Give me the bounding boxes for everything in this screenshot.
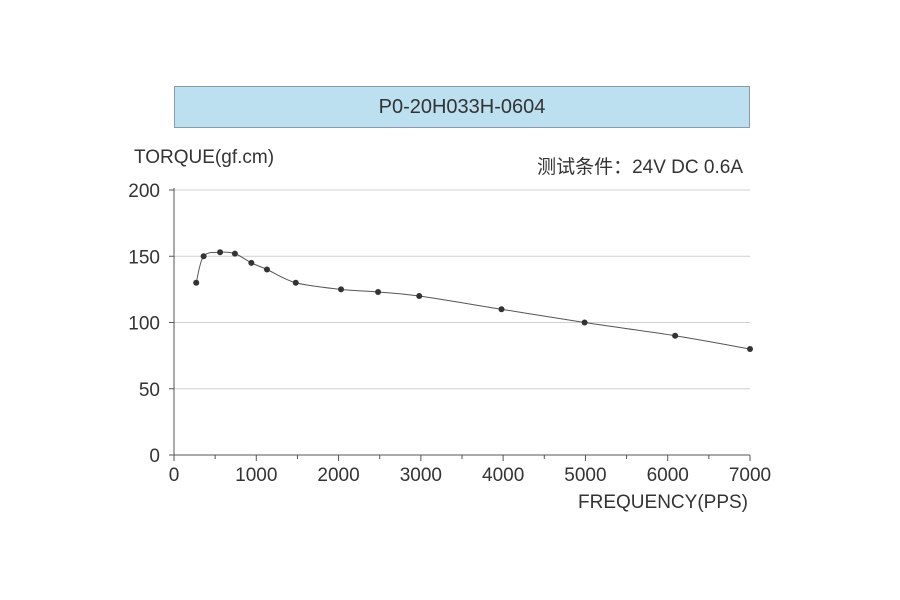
data-point [672,332,679,339]
data-point [263,266,270,273]
x-tick-label: 6000 [647,465,689,486]
y-tick-label: 100 [128,314,160,335]
data-point [581,319,588,326]
torque-curve [195,251,751,350]
data-point [231,250,238,257]
x-tick-label: 2000 [317,465,359,486]
data-point [747,346,753,352]
x-tick-label: 4000 [482,465,524,486]
x-tick-label: 5000 [564,465,606,486]
x-tick-label: 7000 [729,465,771,486]
y-tick-label: 0 [149,446,160,467]
data-point [338,286,345,293]
y-tick-label: 50 [139,380,160,401]
y-axis-label: TORQUE(gf.cm) [134,147,275,168]
data-point [498,306,505,313]
data-point [200,253,207,260]
y-tick-label: 150 [128,247,160,268]
x-tick-label: 0 [169,465,180,486]
test-condition: 测试条件：24V DC 0.6A [537,157,743,178]
data-point [375,289,382,296]
x-tick-label: 1000 [235,465,277,486]
data-point [292,279,299,286]
data-point [193,279,200,286]
x-axis-label: FREQUENCY(PPS) [578,492,748,513]
x-tick-label: 3000 [400,465,442,486]
data-point [248,259,255,266]
data-point [217,249,224,256]
data-point [416,293,423,299]
chart-title: P0-20H033H-0604 [174,86,750,128]
y-tick-label: 200 [128,181,160,202]
